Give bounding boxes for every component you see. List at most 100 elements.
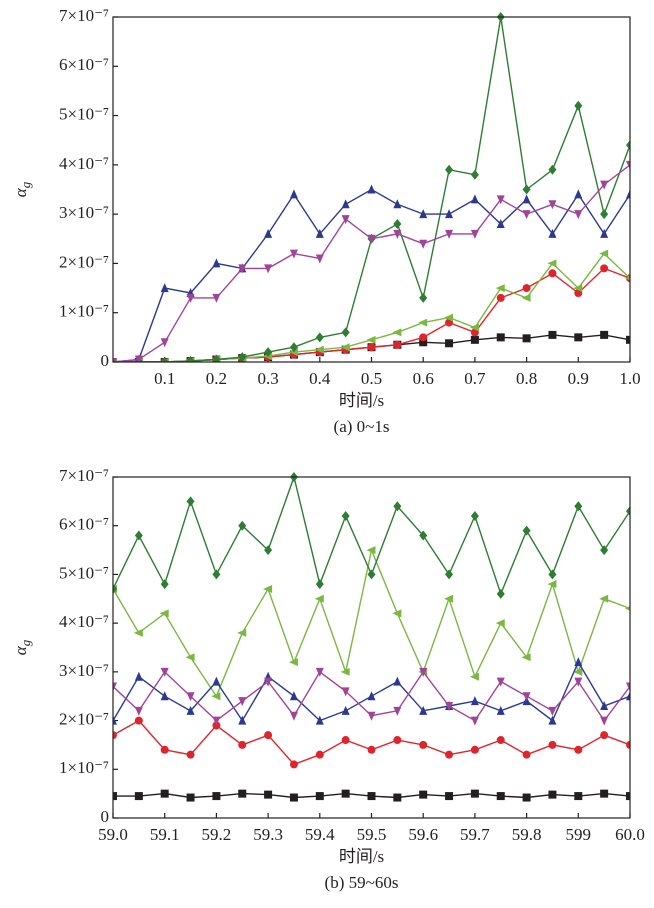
marker [366, 546, 376, 555]
marker [600, 228, 609, 238]
marker [315, 792, 324, 801]
marker [574, 792, 583, 801]
marker [113, 715, 117, 725]
marker [445, 701, 454, 711]
marker [288, 658, 298, 667]
marker [160, 745, 169, 754]
marker [160, 667, 169, 677]
marker [444, 313, 454, 322]
marker [496, 588, 505, 599]
marker [315, 228, 324, 238]
marker [547, 259, 557, 268]
marker [393, 706, 402, 716]
marker [496, 705, 505, 715]
marker [264, 731, 273, 740]
marker [626, 691, 630, 701]
marker [393, 219, 402, 229]
marker [548, 569, 557, 580]
marker [522, 194, 531, 204]
marker [521, 293, 531, 302]
y-tick-label: 1×10⁻⁷ [59, 302, 109, 321]
y-axis-label-subscript: g [18, 639, 33, 646]
marker [238, 740, 247, 749]
marker [393, 793, 402, 802]
marker [496, 792, 505, 801]
y-tick-label: 5×10⁻⁷ [59, 563, 109, 582]
marker [574, 745, 583, 754]
marker [315, 715, 324, 725]
marker [160, 789, 169, 798]
marker [134, 792, 143, 801]
x-tick-label: 0.9 [568, 369, 589, 388]
marker [212, 569, 221, 580]
marker [340, 667, 350, 676]
marker [470, 229, 479, 239]
plot-frame [112, 16, 631, 363]
marker [548, 740, 557, 749]
marker [625, 275, 630, 281]
y-tick-label: 1×10⁻⁷ [59, 758, 109, 777]
marker [445, 569, 454, 580]
marker [367, 184, 376, 194]
marker [496, 195, 505, 205]
marker [186, 293, 195, 303]
x-tick-label: 59.3 [253, 825, 283, 844]
marker [599, 594, 609, 603]
marker [264, 677, 273, 687]
x-tick-label: 0.1 [154, 369, 175, 388]
marker [134, 530, 143, 541]
marker [393, 340, 402, 349]
marker [113, 792, 117, 801]
marker [315, 750, 324, 759]
marker [548, 200, 557, 210]
marker [160, 338, 169, 348]
marker [289, 793, 298, 802]
marker [419, 338, 428, 347]
x-tick-label: 1.0 [619, 369, 640, 388]
marker [548, 715, 557, 725]
marker [367, 234, 376, 244]
marker [626, 189, 630, 199]
marker [496, 219, 505, 228]
marker [264, 228, 273, 238]
marker [419, 209, 428, 219]
marker [496, 677, 505, 687]
marker [600, 700, 609, 710]
y-tick-label: 3×10⁻⁷ [59, 203, 109, 222]
marker [470, 169, 479, 180]
y-tick-label: 0 [101, 807, 110, 826]
x-tick-label: 59.7 [460, 825, 490, 844]
marker [548, 164, 557, 175]
marker [600, 731, 609, 740]
marker [238, 352, 247, 362]
marker [160, 691, 169, 701]
marker [314, 345, 324, 354]
marker [419, 239, 428, 249]
marker [392, 609, 402, 618]
marker [264, 790, 273, 799]
marker [470, 789, 479, 798]
marker [548, 706, 557, 716]
marker [573, 667, 583, 676]
x-tick-label: 59.1 [150, 825, 180, 844]
marker [367, 792, 376, 801]
marker [495, 284, 505, 293]
marker [548, 269, 557, 278]
marker [340, 343, 350, 352]
marker [341, 789, 350, 798]
plot-area [113, 12, 630, 362]
x-tick-label: 0.3 [257, 369, 278, 388]
x-tick-label: 59.5 [357, 825, 387, 844]
x-tick-label: 599 [566, 825, 592, 844]
marker [341, 327, 350, 338]
marker [419, 790, 428, 799]
marker [574, 210, 583, 220]
marker [521, 653, 531, 662]
marker [264, 347, 273, 358]
x-tick-label: 0.2 [206, 369, 227, 388]
marker [522, 525, 531, 536]
marker [160, 283, 169, 293]
marker [341, 736, 350, 745]
marker [341, 510, 350, 521]
